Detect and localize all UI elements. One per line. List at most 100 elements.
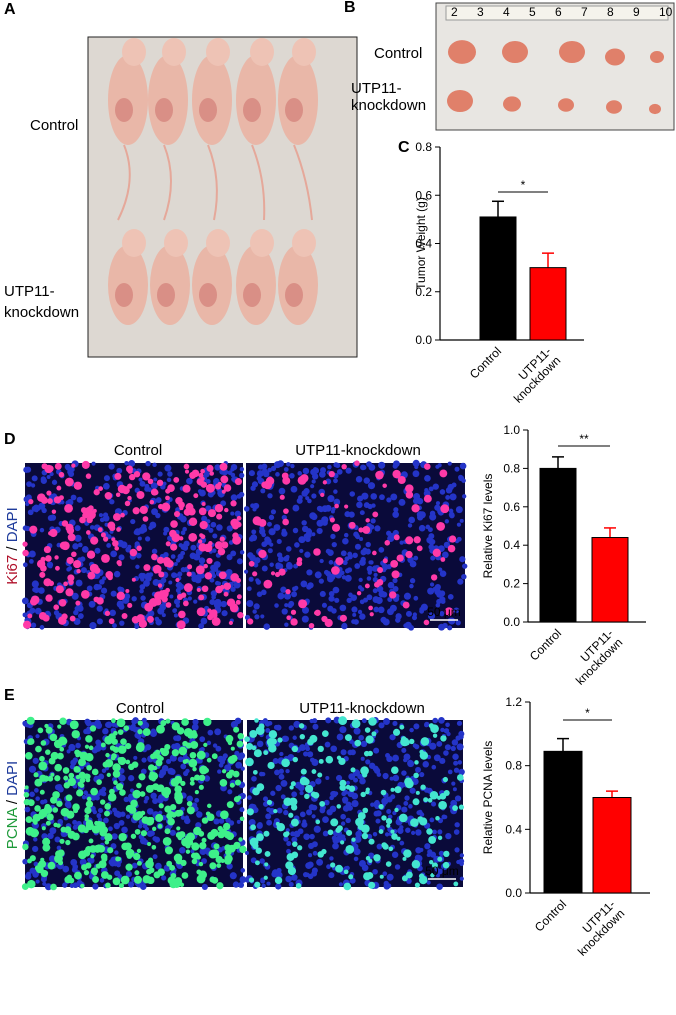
nucleus bbox=[311, 493, 317, 499]
nucleus bbox=[432, 829, 437, 835]
stained-nucleus bbox=[339, 779, 347, 787]
stained-nucleus bbox=[96, 820, 102, 827]
nucleus bbox=[99, 579, 105, 585]
stained-nucleus bbox=[357, 823, 364, 830]
stained-nucleus bbox=[44, 749, 51, 755]
stained-nucleus bbox=[203, 742, 208, 748]
stained-nucleus bbox=[442, 861, 450, 869]
stained-nucleus bbox=[265, 476, 275, 486]
nucleus bbox=[288, 600, 295, 607]
nucleus bbox=[302, 467, 310, 475]
nucleus bbox=[201, 515, 208, 522]
stained-nucleus bbox=[130, 800, 138, 808]
nucleus bbox=[193, 599, 198, 604]
nucleus bbox=[74, 534, 82, 542]
stained-nucleus bbox=[54, 462, 62, 470]
stained-nucleus bbox=[344, 504, 349, 509]
stained-nucleus bbox=[325, 755, 334, 764]
stained-nucleus bbox=[208, 541, 213, 546]
stained-nucleus bbox=[115, 783, 124, 791]
nucleus bbox=[308, 853, 313, 858]
stained-nucleus bbox=[164, 828, 171, 835]
nucleus bbox=[74, 525, 81, 532]
nucleus bbox=[256, 740, 264, 748]
stained-nucleus bbox=[194, 790, 199, 795]
panel-label: B bbox=[344, 0, 356, 16]
nucleus bbox=[382, 871, 388, 877]
nucleus bbox=[179, 847, 186, 854]
stained-nucleus bbox=[45, 726, 53, 734]
nucleus bbox=[29, 791, 35, 798]
stained-nucleus bbox=[199, 533, 204, 538]
nucleus bbox=[170, 554, 176, 559]
nucleus bbox=[88, 600, 96, 608]
nucleus bbox=[291, 836, 298, 843]
stained-nucleus bbox=[204, 572, 213, 580]
stained-nucleus bbox=[400, 737, 410, 747]
stained-nucleus bbox=[86, 796, 92, 802]
stained-nucleus bbox=[34, 805, 41, 812]
nucleus bbox=[270, 790, 276, 796]
tumor bbox=[447, 89, 473, 113]
stained-nucleus bbox=[105, 882, 111, 889]
nucleus bbox=[91, 461, 96, 466]
stained-nucleus bbox=[419, 817, 428, 826]
stained-nucleus bbox=[397, 475, 406, 485]
stained-nucleus bbox=[62, 767, 70, 774]
nucleus bbox=[207, 491, 215, 498]
nucleus bbox=[209, 599, 216, 606]
stained-nucleus bbox=[53, 822, 58, 828]
nucleus bbox=[378, 547, 385, 553]
nucleus bbox=[226, 863, 233, 870]
stained-nucleus bbox=[169, 880, 178, 889]
stained-nucleus bbox=[252, 769, 258, 775]
nucleus bbox=[118, 603, 125, 610]
nucleus bbox=[365, 759, 371, 765]
stained-nucleus bbox=[219, 779, 228, 787]
nucleus bbox=[341, 837, 347, 842]
stained-nucleus bbox=[411, 504, 420, 513]
nucleus bbox=[390, 493, 398, 501]
nucleus bbox=[383, 882, 391, 890]
nucleus bbox=[252, 507, 257, 512]
stained-nucleus bbox=[64, 477, 74, 487]
panel-label: C bbox=[398, 139, 410, 156]
stained-nucleus bbox=[116, 527, 121, 532]
stained-nucleus bbox=[215, 585, 223, 594]
nucleus bbox=[267, 493, 273, 499]
stained-nucleus bbox=[362, 807, 369, 814]
nucleus bbox=[212, 548, 217, 553]
stained-nucleus bbox=[232, 770, 240, 778]
nucleus bbox=[85, 719, 92, 727]
stained-nucleus bbox=[142, 728, 151, 736]
stained-nucleus bbox=[258, 723, 265, 730]
stained-nucleus bbox=[165, 495, 170, 501]
nucleus bbox=[283, 467, 289, 472]
nucleus bbox=[246, 600, 254, 608]
stained-nucleus bbox=[305, 784, 314, 793]
nucleus bbox=[353, 727, 361, 735]
stained-nucleus bbox=[330, 862, 336, 868]
stained-nucleus bbox=[50, 772, 55, 777]
nucleus bbox=[452, 753, 459, 760]
stained-nucleus bbox=[264, 851, 271, 857]
stained-nucleus bbox=[184, 469, 190, 474]
nucleus bbox=[432, 483, 439, 490]
nucleus bbox=[252, 609, 257, 614]
nucleus bbox=[180, 543, 187, 551]
stained-nucleus bbox=[58, 599, 67, 607]
nucleus bbox=[358, 577, 363, 582]
stained-nucleus bbox=[235, 577, 242, 583]
nucleus bbox=[283, 592, 292, 600]
nucleus bbox=[217, 769, 222, 774]
nucleus bbox=[401, 770, 407, 776]
stained-nucleus bbox=[361, 832, 369, 840]
nucleus bbox=[138, 526, 146, 534]
nucleus bbox=[438, 623, 445, 631]
stained-nucleus bbox=[185, 849, 191, 854]
stained-nucleus bbox=[321, 615, 328, 623]
stained-nucleus bbox=[191, 858, 198, 865]
stained-nucleus bbox=[116, 857, 122, 862]
nucleus bbox=[101, 768, 107, 773]
nucleus bbox=[451, 482, 457, 488]
